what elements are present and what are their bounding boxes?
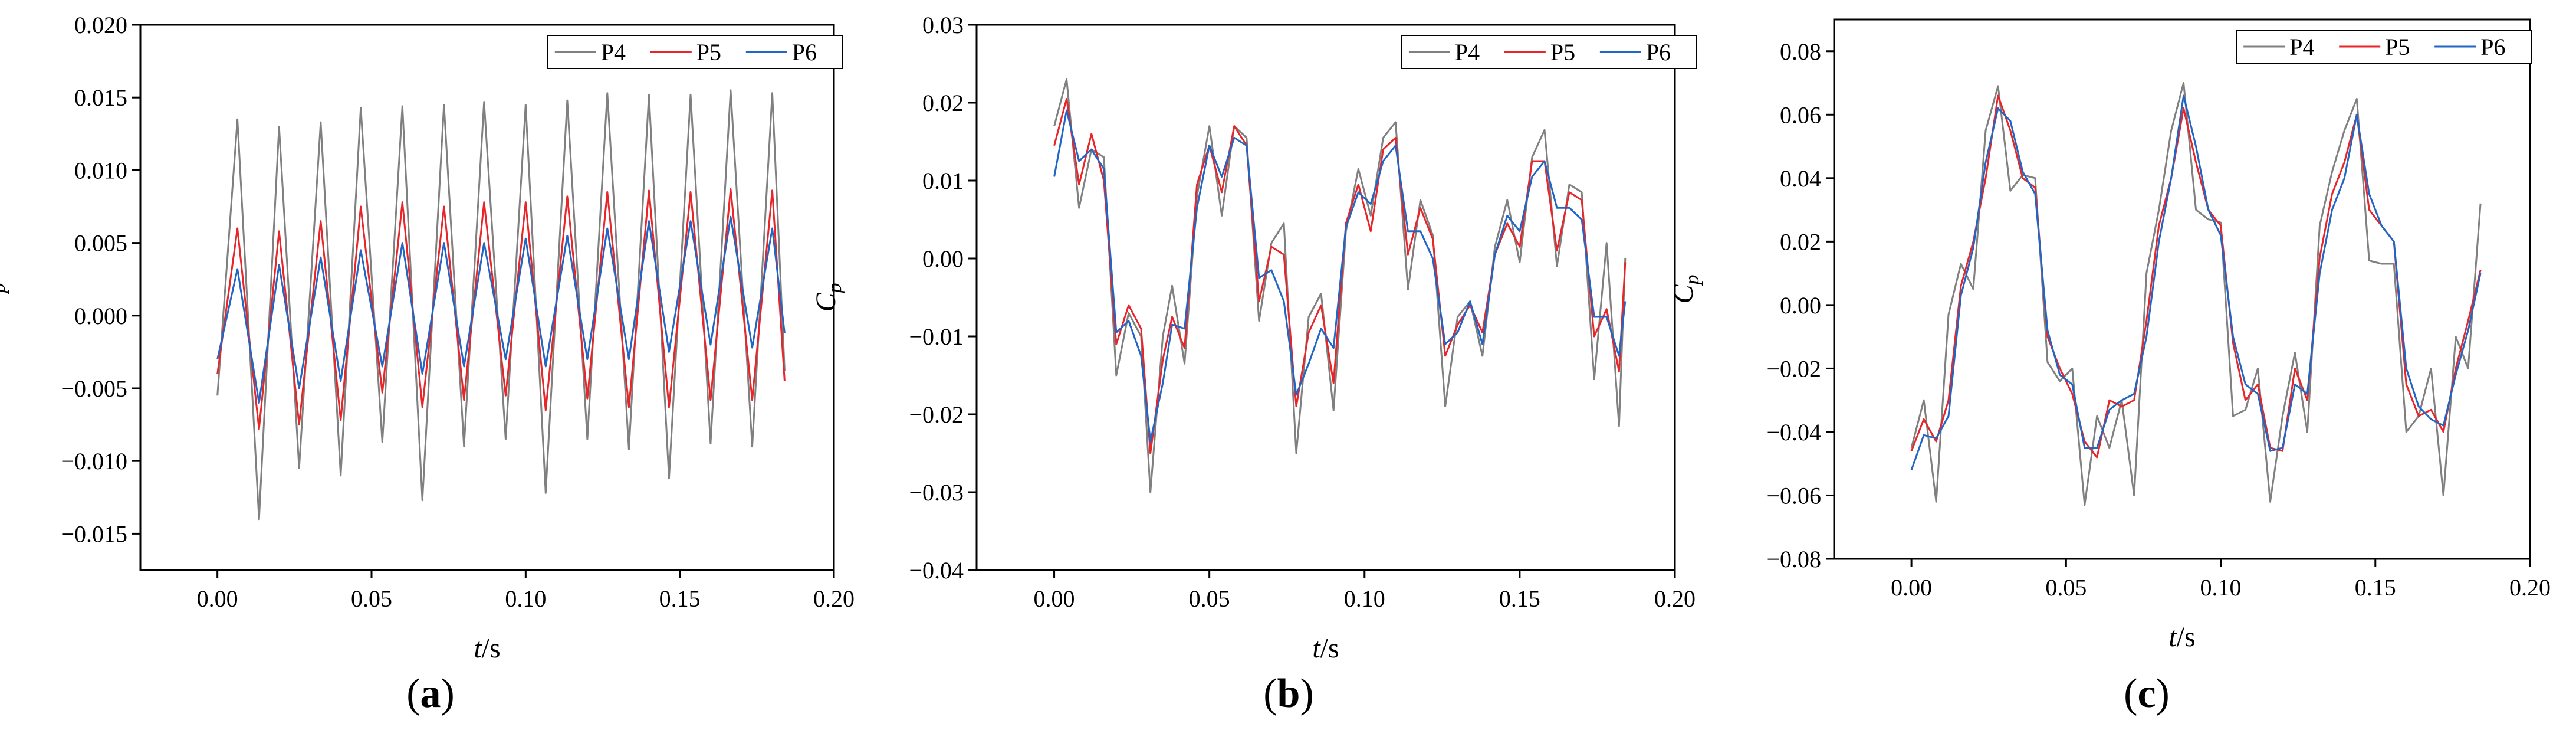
- y-tick-label: −0.015: [61, 521, 127, 547]
- y-tick-label: 0.04: [1780, 165, 1821, 192]
- legend: P4 P5 P6: [2236, 30, 2532, 64]
- x-axis-label: t/s: [2168, 621, 2195, 653]
- y-tick-label: −0.08: [1766, 546, 1821, 572]
- y-tick-label: −0.03: [909, 479, 964, 506]
- x-tick-label: 0.05: [351, 585, 392, 612]
- y-tick-label: 0.005: [74, 230, 127, 257]
- x-tick-label: 0.20: [1654, 585, 1696, 612]
- series-line-p4: [1053, 78, 1627, 493]
- panel-label: (a): [406, 671, 455, 716]
- y-axis-label: Cp: [810, 283, 846, 312]
- y-tick-label: −0.02: [909, 401, 964, 428]
- y-axis-label: Cp: [0, 283, 9, 312]
- panel-label: (b): [1263, 671, 1314, 716]
- y-tick-label: −0.04: [909, 557, 964, 584]
- y-tick-label: 0.06: [1780, 102, 1821, 128]
- x-tick-label: 0.00: [1891, 574, 1932, 601]
- y-tick-label: 0.02: [922, 90, 964, 116]
- plot-frame: [975, 24, 1676, 571]
- chart-2: 0.00 0.05 0.10 0.15 0.20 −0.08 −0.06 −0.04 −0.02…: [1668, 18, 2551, 716]
- legend-label-p5: P5: [696, 39, 721, 66]
- chart-1: 0.00 0.05 0.10 0.15 0.20 −0.04 −0.03 −0.02 −0.01…: [810, 12, 1697, 716]
- legend-box: [547, 35, 843, 69]
- y-tick-label: −0.01: [909, 323, 964, 350]
- series-group: [1910, 82, 2482, 506]
- legend-label-p5: P5: [1550, 39, 1575, 66]
- legend-label-p4: P4: [1455, 39, 1480, 66]
- x-tick-label: 0.10: [2200, 574, 2242, 601]
- plot-frame: [139, 24, 835, 571]
- y-tick-label: −0.02: [1766, 355, 1821, 382]
- legend-label-p4: P4: [2289, 34, 2314, 60]
- legend-box: [2236, 30, 2532, 64]
- x-tick-label: 0.00: [1034, 585, 1075, 612]
- series-group: [216, 89, 786, 521]
- legend: P4 P5 P6: [1401, 35, 1697, 69]
- x-tick-label: 0.20: [2509, 574, 2551, 601]
- x-tick-label: 0.15: [2355, 574, 2396, 601]
- y-tick-label: −0.06: [1766, 482, 1821, 509]
- legend-label-p6: P6: [1646, 39, 1671, 66]
- legend-label-p6: P6: [2480, 34, 2505, 60]
- y-tick-label: 0.08: [1780, 38, 1821, 65]
- y-tick-label: 0.015: [74, 84, 127, 111]
- x-axis-label: t/s: [1312, 633, 1339, 664]
- chart-0: 0.00 0.05 0.10 0.15 0.20 −0.015 −0.010 −0.005 0.…: [0, 12, 855, 716]
- x-tick-label: 0.10: [1344, 585, 1385, 612]
- x-tick-label: 0.05: [1189, 585, 1230, 612]
- series-line-p5: [216, 188, 786, 430]
- y-tick-label: 0.03: [922, 12, 964, 38]
- x-tick-label: 0.05: [2045, 574, 2087, 601]
- legend: P4 P5 P6: [547, 35, 843, 69]
- y-axis-label: Cp: [1668, 274, 1703, 303]
- x-tick-label: 0.10: [505, 585, 546, 612]
- panel-label: (c): [2124, 671, 2170, 716]
- y-tick-label: 0.020: [74, 12, 127, 38]
- plot-frame: [1833, 18, 2531, 560]
- series-line-p4: [216, 89, 786, 521]
- y-tick-label: 0.010: [74, 157, 127, 184]
- legend-label-p5: P5: [2385, 34, 2410, 60]
- legend-label-p4: P4: [601, 39, 626, 66]
- y-tick-label: −0.005: [61, 375, 127, 402]
- series-line-p6: [216, 215, 786, 404]
- y-tick-label: 0.00: [1780, 292, 1821, 319]
- y-tick-label: 0.000: [74, 303, 127, 329]
- y-tick-label: 0.00: [922, 245, 964, 272]
- series-line-p5: [1053, 97, 1627, 454]
- x-tick-label: 0.15: [659, 585, 701, 612]
- x-axis-label: t/s: [474, 633, 500, 664]
- y-tick-label: −0.010: [61, 448, 127, 474]
- x-tick-label: 0.20: [813, 585, 855, 612]
- legend-label-p6: P6: [792, 39, 817, 66]
- y-tick-label: 0.02: [1780, 228, 1821, 255]
- y-tick-label: 0.01: [922, 168, 964, 194]
- series-line-p6: [1910, 94, 2482, 471]
- x-tick-label: 0.15: [1499, 585, 1540, 612]
- legend-box: [1401, 35, 1697, 69]
- series-group: [1053, 78, 1627, 493]
- series-line-p6: [1053, 109, 1627, 443]
- series-line-p4: [1910, 82, 2482, 506]
- y-tick-label: −0.04: [1766, 419, 1821, 446]
- x-tick-label: 0.00: [197, 585, 238, 612]
